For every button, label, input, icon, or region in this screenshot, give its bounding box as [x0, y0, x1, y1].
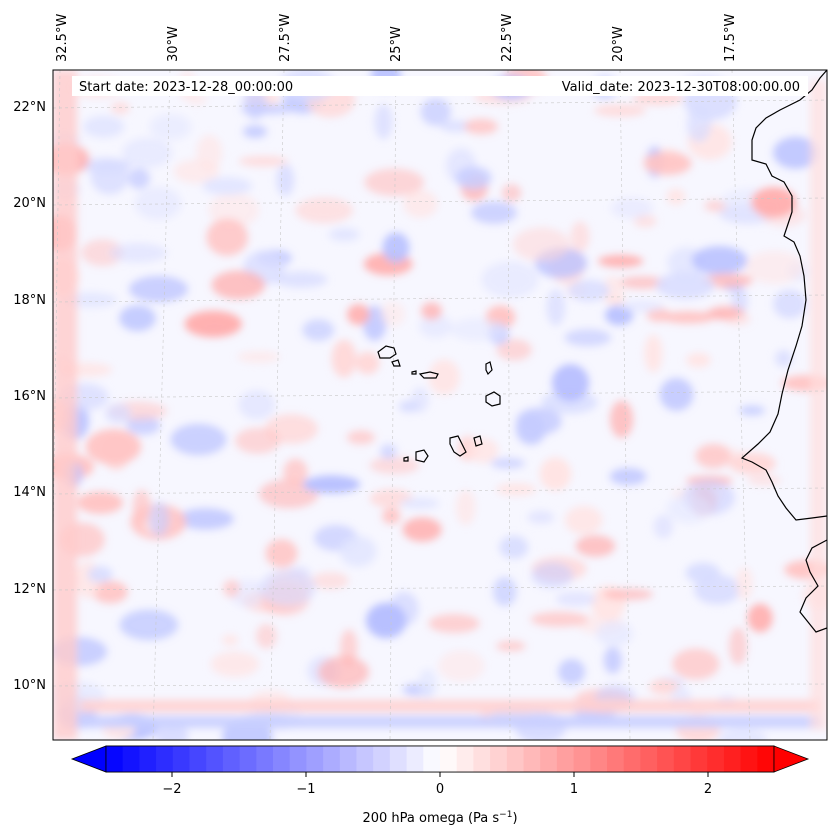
lon-label-25w: 25°W [389, 26, 404, 62]
graticule [53, 70, 827, 740]
coastline-africa [740, 70, 827, 521]
lat-label-18n: 18°N [13, 293, 46, 308]
island-brava [403, 456, 409, 462]
colorbar-label: 200 hPa omega (Pa s−1) [362, 810, 517, 826]
lon-label-22-5w: 22.5°W [500, 14, 515, 62]
coastlines [377, 70, 827, 633]
lat-label-12n: 12°N [13, 582, 46, 597]
colorbar-label-exponent: −1 [499, 810, 512, 820]
island-sal [485, 361, 493, 376]
island-santo-antao [377, 345, 397, 359]
lon-label-17-5w: 17.5°W [723, 14, 738, 62]
lon-label-30w: 30°W [166, 26, 181, 62]
map-panel: Start date: 2023-12-28_00:00:00 Valid_da… [13, 14, 828, 741]
colorbar-tick-0: 0 [436, 782, 444, 797]
colorbar-high-extension [773, 745, 810, 773]
colorbar-ticks [171, 772, 709, 777]
lat-label-14n: 14°N [13, 485, 46, 500]
info-banner [72, 76, 808, 96]
island-boa-vista [485, 391, 501, 407]
colorbar: −2 −1 0 1 2 200 hPa omega (Pa s−1) [70, 745, 810, 826]
lat-label-16n: 16°N [13, 389, 46, 404]
colorbar-tick-2: 2 [704, 782, 712, 797]
lat-label-10n: 10°N [13, 678, 46, 693]
island-sao-vicente [391, 359, 401, 367]
lon-label-20w: 20°W [611, 26, 626, 62]
start-date-label: Start date: 2023-12-28_00:00:00 [79, 80, 293, 95]
map-background [53, 70, 827, 740]
island-maio [473, 435, 483, 447]
valid-date-label: Valid_date: 2023-12-30T08:00:00.00 [562, 80, 800, 95]
latitude-labels: 22°N 20°N 18°N 16°N 14°N 12°N 10°N [13, 100, 46, 693]
island-sao-nicolau [418, 371, 439, 379]
colorbar-tick-neg1: −1 [296, 782, 315, 797]
coastline-africa-south [799, 539, 827, 633]
lat-label-22n: 22°N [13, 100, 46, 115]
lon-label-32-5w: 32.5°W [55, 14, 70, 62]
map-frame [52, 69, 828, 741]
lon-label-27-5w: 27.5°W [278, 14, 293, 62]
lat-label-20n: 20°N [13, 196, 46, 211]
island-fogo [415, 449, 429, 463]
colorbar-tick-1: 1 [570, 782, 578, 797]
island-santa-luzia [411, 370, 417, 375]
colorbar-low-extension [70, 745, 107, 773]
longitude-labels: 32.5°W 30°W 27.5°W 25°W 22.5°W 20°W 17.5… [55, 14, 738, 62]
island-santiago [449, 435, 467, 457]
colorbar-tick-neg2: −2 [162, 782, 181, 797]
